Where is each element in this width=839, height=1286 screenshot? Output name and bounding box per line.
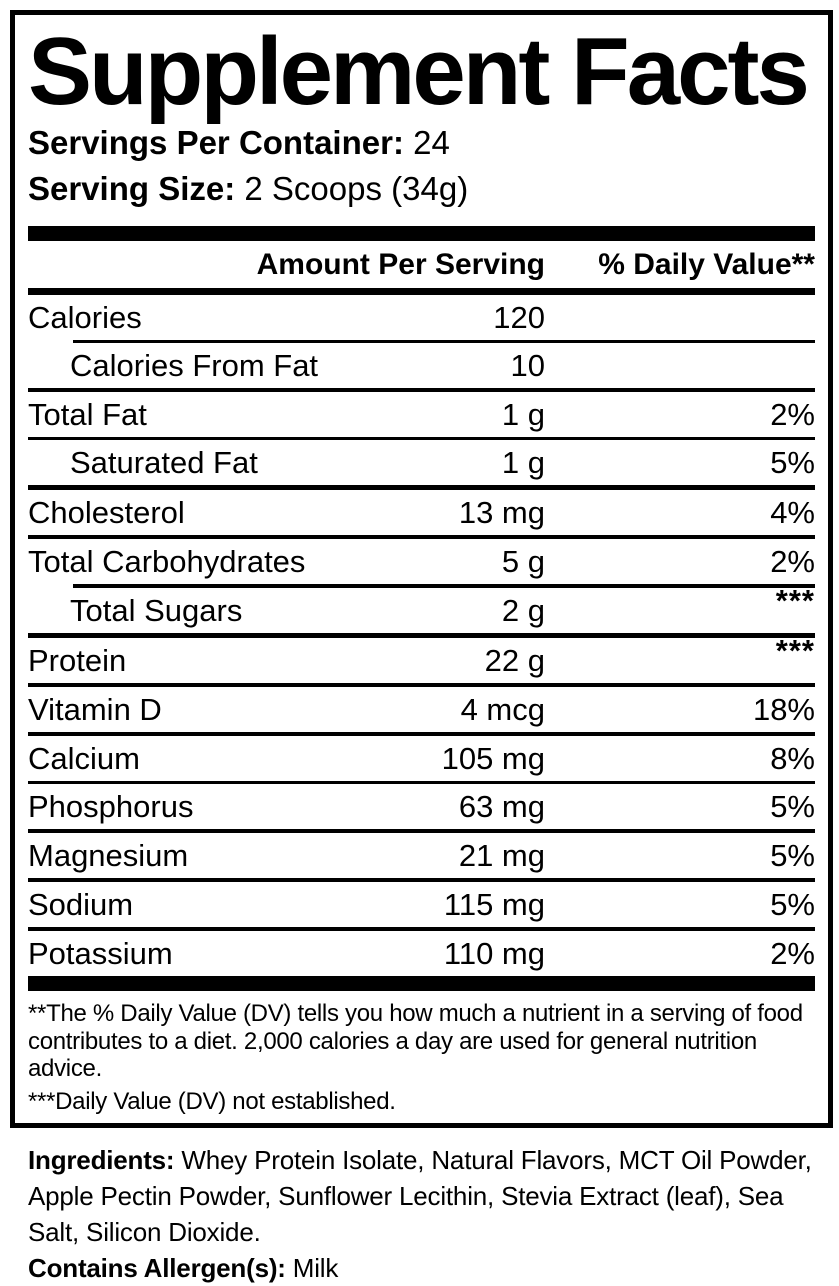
- ingredients-text: Whey Protein Isolate, Natural Flavors, M…: [28, 1145, 812, 1247]
- row-calcium: Calcium 105 mg 8%: [28, 736, 815, 781]
- servings-per-container-label: Servings Per Container:: [28, 124, 404, 161]
- nutrient-amount: 2 g: [501, 592, 545, 628]
- row-separator: [28, 829, 815, 833]
- nutrient-name: Sodium: [28, 886, 134, 922]
- row-calories: Calories 120: [28, 295, 815, 340]
- row-separator: [28, 535, 815, 539]
- supplement-facts-panel: Supplement Facts Servings Per Container:…: [10, 10, 833, 1128]
- nutrient-amount: 63 mg: [458, 788, 545, 824]
- row-separator: [73, 340, 815, 343]
- table-header-row: Amount Per Serving % Daily Value**: [28, 241, 815, 288]
- nutrient-daily-value: 2%: [770, 396, 815, 432]
- daily-value-footnote: **The % Daily Value (DV) tells you how m…: [28, 1000, 803, 1082]
- nutrient-daily-value: ***: [775, 632, 815, 668]
- servings-per-container: Servings Per Container: 24: [28, 123, 815, 163]
- footnotes: **The % Daily Value (DV) tells you how m…: [28, 991, 815, 1115]
- row-separator: [28, 781, 815, 784]
- nutrient-daily-value: 2%: [770, 935, 815, 971]
- nutrient-amount: 21 mg: [458, 837, 545, 873]
- nutrient-amount: 5 g: [501, 543, 545, 579]
- row-phosphorus: Phosphorus 63 mg 5%: [28, 784, 815, 829]
- nutrient-amount: 4 mcg: [460, 691, 545, 727]
- row-calories-from-fat: Calories From Fat 10: [28, 343, 815, 388]
- nutrient-name: Calories From Fat: [70, 347, 319, 383]
- panel-title: Supplement Facts: [28, 18, 810, 125]
- row-separator: [28, 878, 815, 882]
- nutrient-name: Magnesium: [28, 837, 189, 873]
- nutrient-daily-value: 5%: [770, 837, 815, 873]
- nutrient-amount: 1 g: [501, 396, 545, 432]
- top-divider-bar: [28, 226, 815, 241]
- row-separator: [28, 633, 815, 638]
- nutrient-amount: 22 g: [484, 642, 545, 678]
- serving-size-value: 2 Scoops (34g): [235, 170, 469, 207]
- nutrient-name: Vitamin D: [28, 691, 162, 727]
- header-rule: [28, 288, 815, 295]
- nutrient-daily-value: ***: [775, 582, 815, 618]
- row-separator: [28, 485, 815, 490]
- nutrient-amount: 13 mg: [458, 494, 545, 530]
- nutrient-daily-value: 18%: [752, 691, 815, 727]
- column-header-amount: Amount Per Serving: [256, 247, 545, 281]
- row-separator: [28, 388, 815, 392]
- nutrient-amount: 115 mg: [443, 886, 545, 922]
- row-separator: [28, 683, 815, 687]
- row-total-carbohydrates: Total Carbohydrates 5 g 2%: [28, 539, 815, 584]
- nutrient-daily-value: 2%: [770, 543, 815, 579]
- row-total-sugars: Total Sugars 2 g ***: [28, 583, 815, 633]
- nutrient-name: Phosphorus: [28, 788, 194, 824]
- nutrient-name: Calories: [28, 299, 142, 335]
- column-header-daily-value: % Daily Value**: [598, 247, 815, 281]
- nutrient-name: Saturated Fat: [70, 444, 258, 480]
- row-separator: [28, 732, 815, 736]
- row-separator: [73, 584, 815, 588]
- nutrient-daily-value: 5%: [770, 886, 815, 922]
- nutrient-daily-value: 5%: [770, 788, 815, 824]
- nutrient-name: Total Sugars: [70, 592, 243, 628]
- bottom-divider-bar: [28, 976, 815, 991]
- ingredients-label: Ingredients:: [28, 1145, 175, 1175]
- nutrient-name: Potassium: [28, 935, 173, 971]
- serving-size-label: Serving Size:: [28, 170, 236, 207]
- nutrient-amount: 110 mg: [443, 935, 545, 971]
- allergen-value: Milk: [285, 1253, 339, 1283]
- not-established-footnote: ***Daily Value (DV) not established.: [28, 1087, 396, 1115]
- serving-size: Serving Size: 2 Scoops (34g): [28, 169, 815, 209]
- nutrient-amount: 120: [493, 299, 545, 335]
- ingredients-section: Ingredients: Whey Protein Isolate, Natur…: [28, 1142, 820, 1286]
- allergen-line: Contains Allergen(s): Milk: [28, 1250, 820, 1286]
- nutrient-daily-value: 5%: [770, 444, 815, 480]
- ingredients-line: Ingredients: Whey Protein Isolate, Natur…: [28, 1142, 820, 1250]
- nutrient-daily-value: 8%: [770, 740, 815, 776]
- nutrient-name: Calcium: [28, 740, 140, 776]
- row-saturated-fat: Saturated Fat 1 g 5%: [28, 440, 815, 485]
- row-magnesium: Magnesium 21 mg 5%: [28, 833, 815, 878]
- nutrient-name: Cholesterol: [28, 494, 185, 530]
- row-total-fat: Total Fat 1 g 2%: [28, 392, 815, 437]
- nutrient-daily-value: 4%: [770, 494, 815, 530]
- allergen-label: Contains Allergen(s):: [28, 1253, 286, 1283]
- row-separator: [28, 927, 815, 931]
- row-cholesterol: Cholesterol 13 mg 4%: [28, 490, 815, 535]
- nutrient-name: Total Fat: [28, 396, 147, 432]
- row-sodium: Sodium 115 mg 5%: [28, 882, 815, 927]
- nutrient-amount: 105 mg: [441, 740, 545, 776]
- row-protein: Protein 22 g ***: [28, 633, 815, 683]
- row-potassium: Potassium 110 mg 2%: [28, 931, 815, 976]
- nutrient-amount: 1 g: [501, 444, 545, 480]
- row-vitamin-d: Vitamin D 4 mcg 18%: [28, 687, 815, 732]
- nutrient-name: Protein: [28, 642, 127, 678]
- nutrient-amount: 10: [510, 347, 545, 383]
- servings-per-container-value: 24: [403, 124, 450, 161]
- nutrient-name: Total Carbohydrates: [28, 543, 306, 579]
- row-separator: [28, 437, 815, 440]
